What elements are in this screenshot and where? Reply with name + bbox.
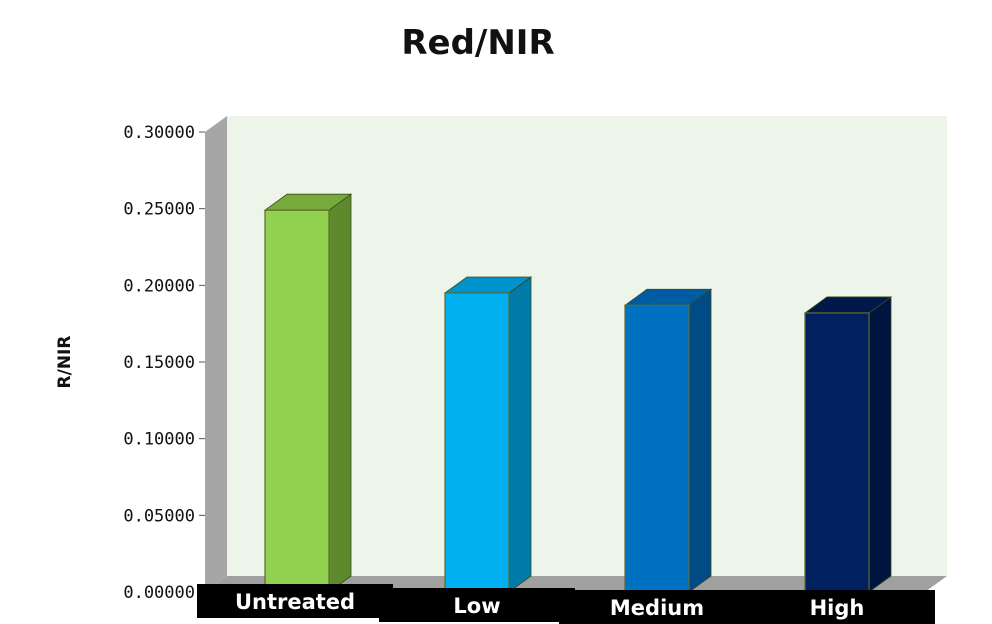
bar — [624, 304, 690, 593]
bar-side — [328, 193, 352, 593]
category-label: High — [810, 596, 865, 620]
category-label-box — [739, 590, 935, 624]
bar — [264, 209, 330, 593]
y-tick-label: 0.00000 — [123, 583, 195, 603]
y-tick-label: 0.30000 — [123, 123, 195, 143]
bar — [804, 312, 870, 593]
category-labels: Untreated Low Medium High — [197, 584, 935, 624]
y-tick-label: 0.25000 — [123, 200, 195, 220]
y-tick-label: 0.15000 — [123, 353, 195, 373]
bar-group — [803, 296, 893, 593]
category-label: Untreated — [235, 590, 355, 614]
category-label-box — [379, 588, 575, 622]
y-axis-label: R/NIR — [55, 336, 75, 389]
plot-back-wall — [227, 116, 947, 576]
bar-side — [508, 276, 532, 593]
bars — [263, 193, 893, 593]
category-label: Medium — [610, 596, 704, 620]
plot-side-wall — [205, 116, 227, 592]
chart-title: Red/NIR — [401, 23, 554, 63]
bar-group — [263, 193, 353, 593]
bar-group — [623, 288, 713, 593]
bar-group — [443, 276, 533, 593]
bar — [444, 292, 510, 593]
bar-side — [688, 288, 712, 593]
y-tick-label: 0.20000 — [123, 276, 195, 296]
y-axis-ticks: 0.00000 0.05000 0.10000 0.15000 0.20000 0.250… — [123, 123, 205, 603]
y-tick-label: 0.10000 — [123, 430, 195, 450]
category-label-box — [559, 590, 755, 624]
bar-side — [868, 296, 892, 593]
y-tick-label: 0.05000 — [123, 506, 195, 526]
category-label-box — [197, 584, 393, 618]
category-label: Low — [453, 594, 500, 618]
